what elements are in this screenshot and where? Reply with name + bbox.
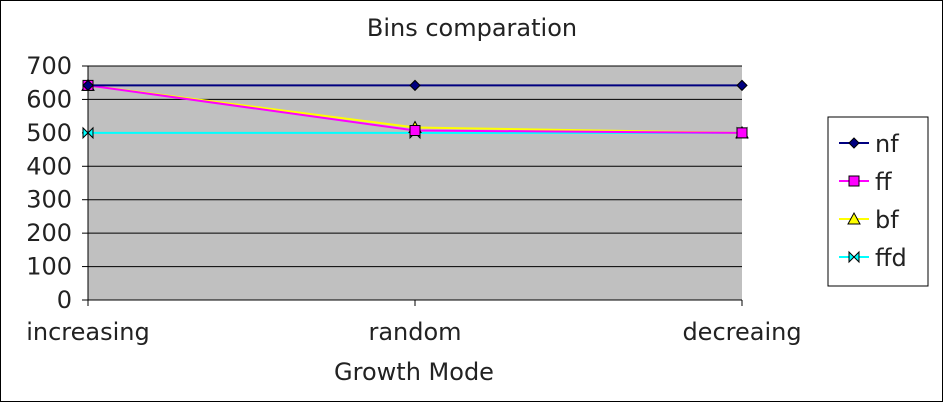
y-tick-label: 400 xyxy=(26,152,72,180)
y-tick-label: 200 xyxy=(26,219,72,247)
data-point-nf xyxy=(409,79,421,92)
data-point-ff xyxy=(736,127,748,139)
y-tick-label: 0 xyxy=(57,286,72,314)
data-point-nf xyxy=(82,79,94,92)
chart-title: Bins comparation xyxy=(367,14,577,42)
legend-label-nf: nf xyxy=(875,130,899,158)
series-markers xyxy=(81,78,749,140)
x-axis-label: Growth Mode xyxy=(334,358,494,386)
legend-marker-ffd xyxy=(848,250,860,264)
legend: nf ff bf ffd xyxy=(827,116,929,287)
legend-marker-nf xyxy=(848,137,860,149)
y-tick-label: 500 xyxy=(26,119,72,147)
y-tick-label: 700 xyxy=(26,52,72,80)
y-tick-label: 600 xyxy=(26,85,72,113)
legend-label-ff: ff xyxy=(875,168,892,196)
x-tick-label: random xyxy=(368,318,461,346)
data-point-ff xyxy=(409,125,421,137)
legend-marker-ff xyxy=(848,175,860,187)
legend-label-ffd: ffd xyxy=(875,244,907,272)
y-axis-ticks: 0 100 200 300 400 500 600 700 xyxy=(26,52,88,314)
y-tick-label: 100 xyxy=(26,253,72,281)
legend-label-bf: bf xyxy=(875,206,899,234)
data-point-nf xyxy=(736,79,748,92)
x-tick-label: decreaing xyxy=(682,318,801,346)
x-axis-ticks: increasing random decreaing xyxy=(26,300,802,346)
y-tick-label: 300 xyxy=(26,186,72,214)
x-tick-label: increasing xyxy=(26,318,150,346)
plot-area xyxy=(88,66,742,300)
data-point-ffd xyxy=(82,126,94,140)
legend-marker-bf xyxy=(847,211,861,225)
